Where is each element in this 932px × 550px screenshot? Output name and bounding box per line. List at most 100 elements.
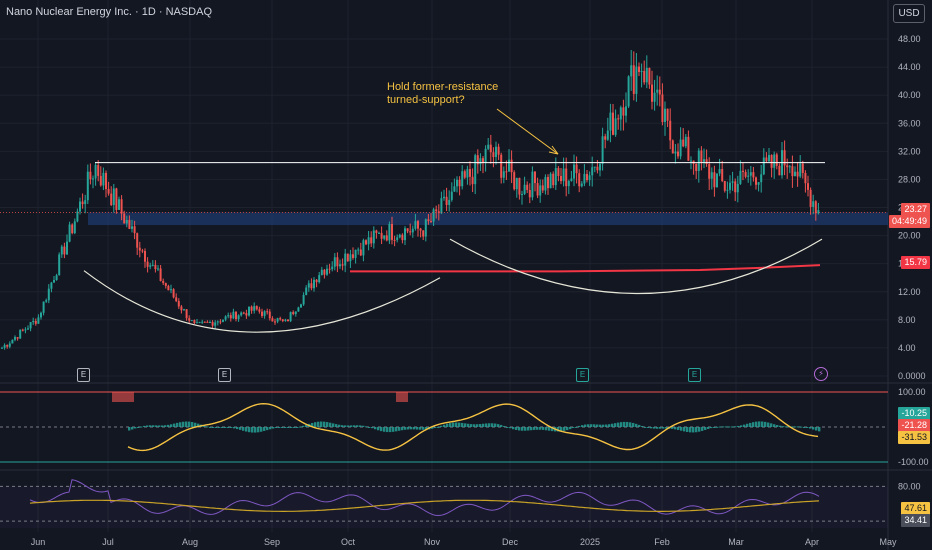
oscillator-histogram-bar [155,425,158,427]
candle-body [393,239,396,241]
candle-body [718,169,721,174]
oscillator-histogram-bar [617,422,620,427]
oscillator-histogram-bar [746,423,749,427]
candle-body [318,275,321,283]
oscillator-histogram-bar [737,425,740,427]
candle-body [510,159,513,173]
oscillator-histogram-bar [731,426,734,428]
candle-body [302,294,305,305]
candle-body [339,264,341,267]
oscillator-histogram-bar [641,425,644,427]
oscillator-histogram-bar [206,426,209,428]
oscillator-histogram-bar [755,421,758,427]
candle-body [687,136,690,161]
candle-body [237,315,240,320]
candle-body [549,173,552,189]
earnings-badge[interactable]: E [688,368,701,382]
rsi-ma-line [29,499,820,512]
time-axis[interactable]: Jun Jul Aug Sep Oct Nov Dec 2025 Feb Mar Apr May [31,537,897,547]
candle-body [170,289,172,291]
time-tick-label: Aug [182,537,198,547]
candle-body [450,191,453,200]
oscillator-histogram-bar [335,424,338,427]
oscillator-histogram-bar [734,426,737,428]
oscillator-histogram-bar [602,424,605,427]
oscillator-histogram-bar [356,425,359,427]
oscillator-histogram-bar [653,427,656,429]
oscillator-histogram-bar [599,424,602,427]
oscillator-histogram-bar [347,425,350,427]
earnings-badge[interactable]: E [77,368,90,382]
candle-body [315,279,318,283]
oscillator-histogram-bar [293,427,296,428]
candle-body [666,108,669,121]
oscillator-histogram-bar [818,427,821,432]
candle-body [814,201,817,214]
oscillator-histogram-bar [740,425,743,427]
oscillator-histogram-bar [620,422,623,427]
oscillator-histogram-bar [410,427,413,430]
candle-body [716,173,718,188]
candle-body [474,155,477,185]
candle-body [809,189,812,207]
candle-body [73,221,76,234]
candle-body [29,322,32,329]
candle-body [300,304,302,308]
time-tick-label: Apr [805,537,819,547]
oscillator-histogram-bar [509,427,512,429]
oscillator-histogram-bar [644,426,647,428]
earnings-badge[interactable]: E [576,368,589,382]
oscillator-histogram-bar [551,427,554,432]
oscillator-histogram-bar [317,421,320,427]
candle-body [21,329,24,331]
oscillator-histogram-bar [572,427,575,429]
candle-body [614,118,617,135]
oscillator-histogram-bar [443,424,446,427]
oscillator-histogram-bar [677,427,680,430]
oscillator-histogram-bar [221,427,224,428]
oscillator-histogram-bar [593,424,596,427]
candle-body [32,321,35,323]
oscillator-histogram-bar [680,427,683,431]
oscillator-histogram-bar [431,427,434,429]
candle-body [609,112,612,131]
candle-body [710,172,713,179]
oscillator-histogram-bar [767,422,770,427]
candle-body [482,158,484,163]
oscillator-histogram-bar [764,421,767,427]
symbol-title[interactable]: Nano Nuclear Energy Inc. · 1D · NASDAQ [6,6,213,18]
candle-body [640,70,643,73]
candle-body [544,177,547,191]
oscillator-histogram-bar [254,427,257,433]
oscillator-histogram-bar [689,427,692,433]
lightning-icon[interactable]: ⚡ [814,367,828,381]
candle-body [786,165,789,168]
candle-body [645,67,648,83]
oscillator-histogram-bar [284,427,287,428]
earnings-badge[interactable]: E [218,368,231,382]
oscillator-histogram-bar [224,427,227,428]
oscillator-histogram-bar [626,421,629,427]
oscillator-histogram-bar [419,427,422,430]
oscillator-histogram-bar [770,423,773,427]
oscillator-histogram-bar [395,427,398,432]
oscillator-histogram-bar [257,427,260,433]
oscillator-histogram-bar [683,427,686,432]
candle-body [484,148,487,163]
candle-body [404,228,406,241]
candle-body [721,169,724,182]
oscillator-histogram-bar [455,422,458,427]
candle-body [606,130,609,140]
time-tick-label: 2025 [580,537,600,547]
oscillator-histogram-bar [134,427,137,429]
candle-body [354,249,357,258]
candle-body [227,315,230,317]
currency-button[interactable]: USD [893,4,925,23]
chart-annotation[interactable]: Hold former-resistance turned-support? [387,81,498,107]
oscillator-histogram-bar [560,427,563,432]
candle-body [123,213,126,224]
oscillator-histogram-bar [236,427,239,430]
candle-body [362,240,365,256]
candle-body [305,287,308,295]
